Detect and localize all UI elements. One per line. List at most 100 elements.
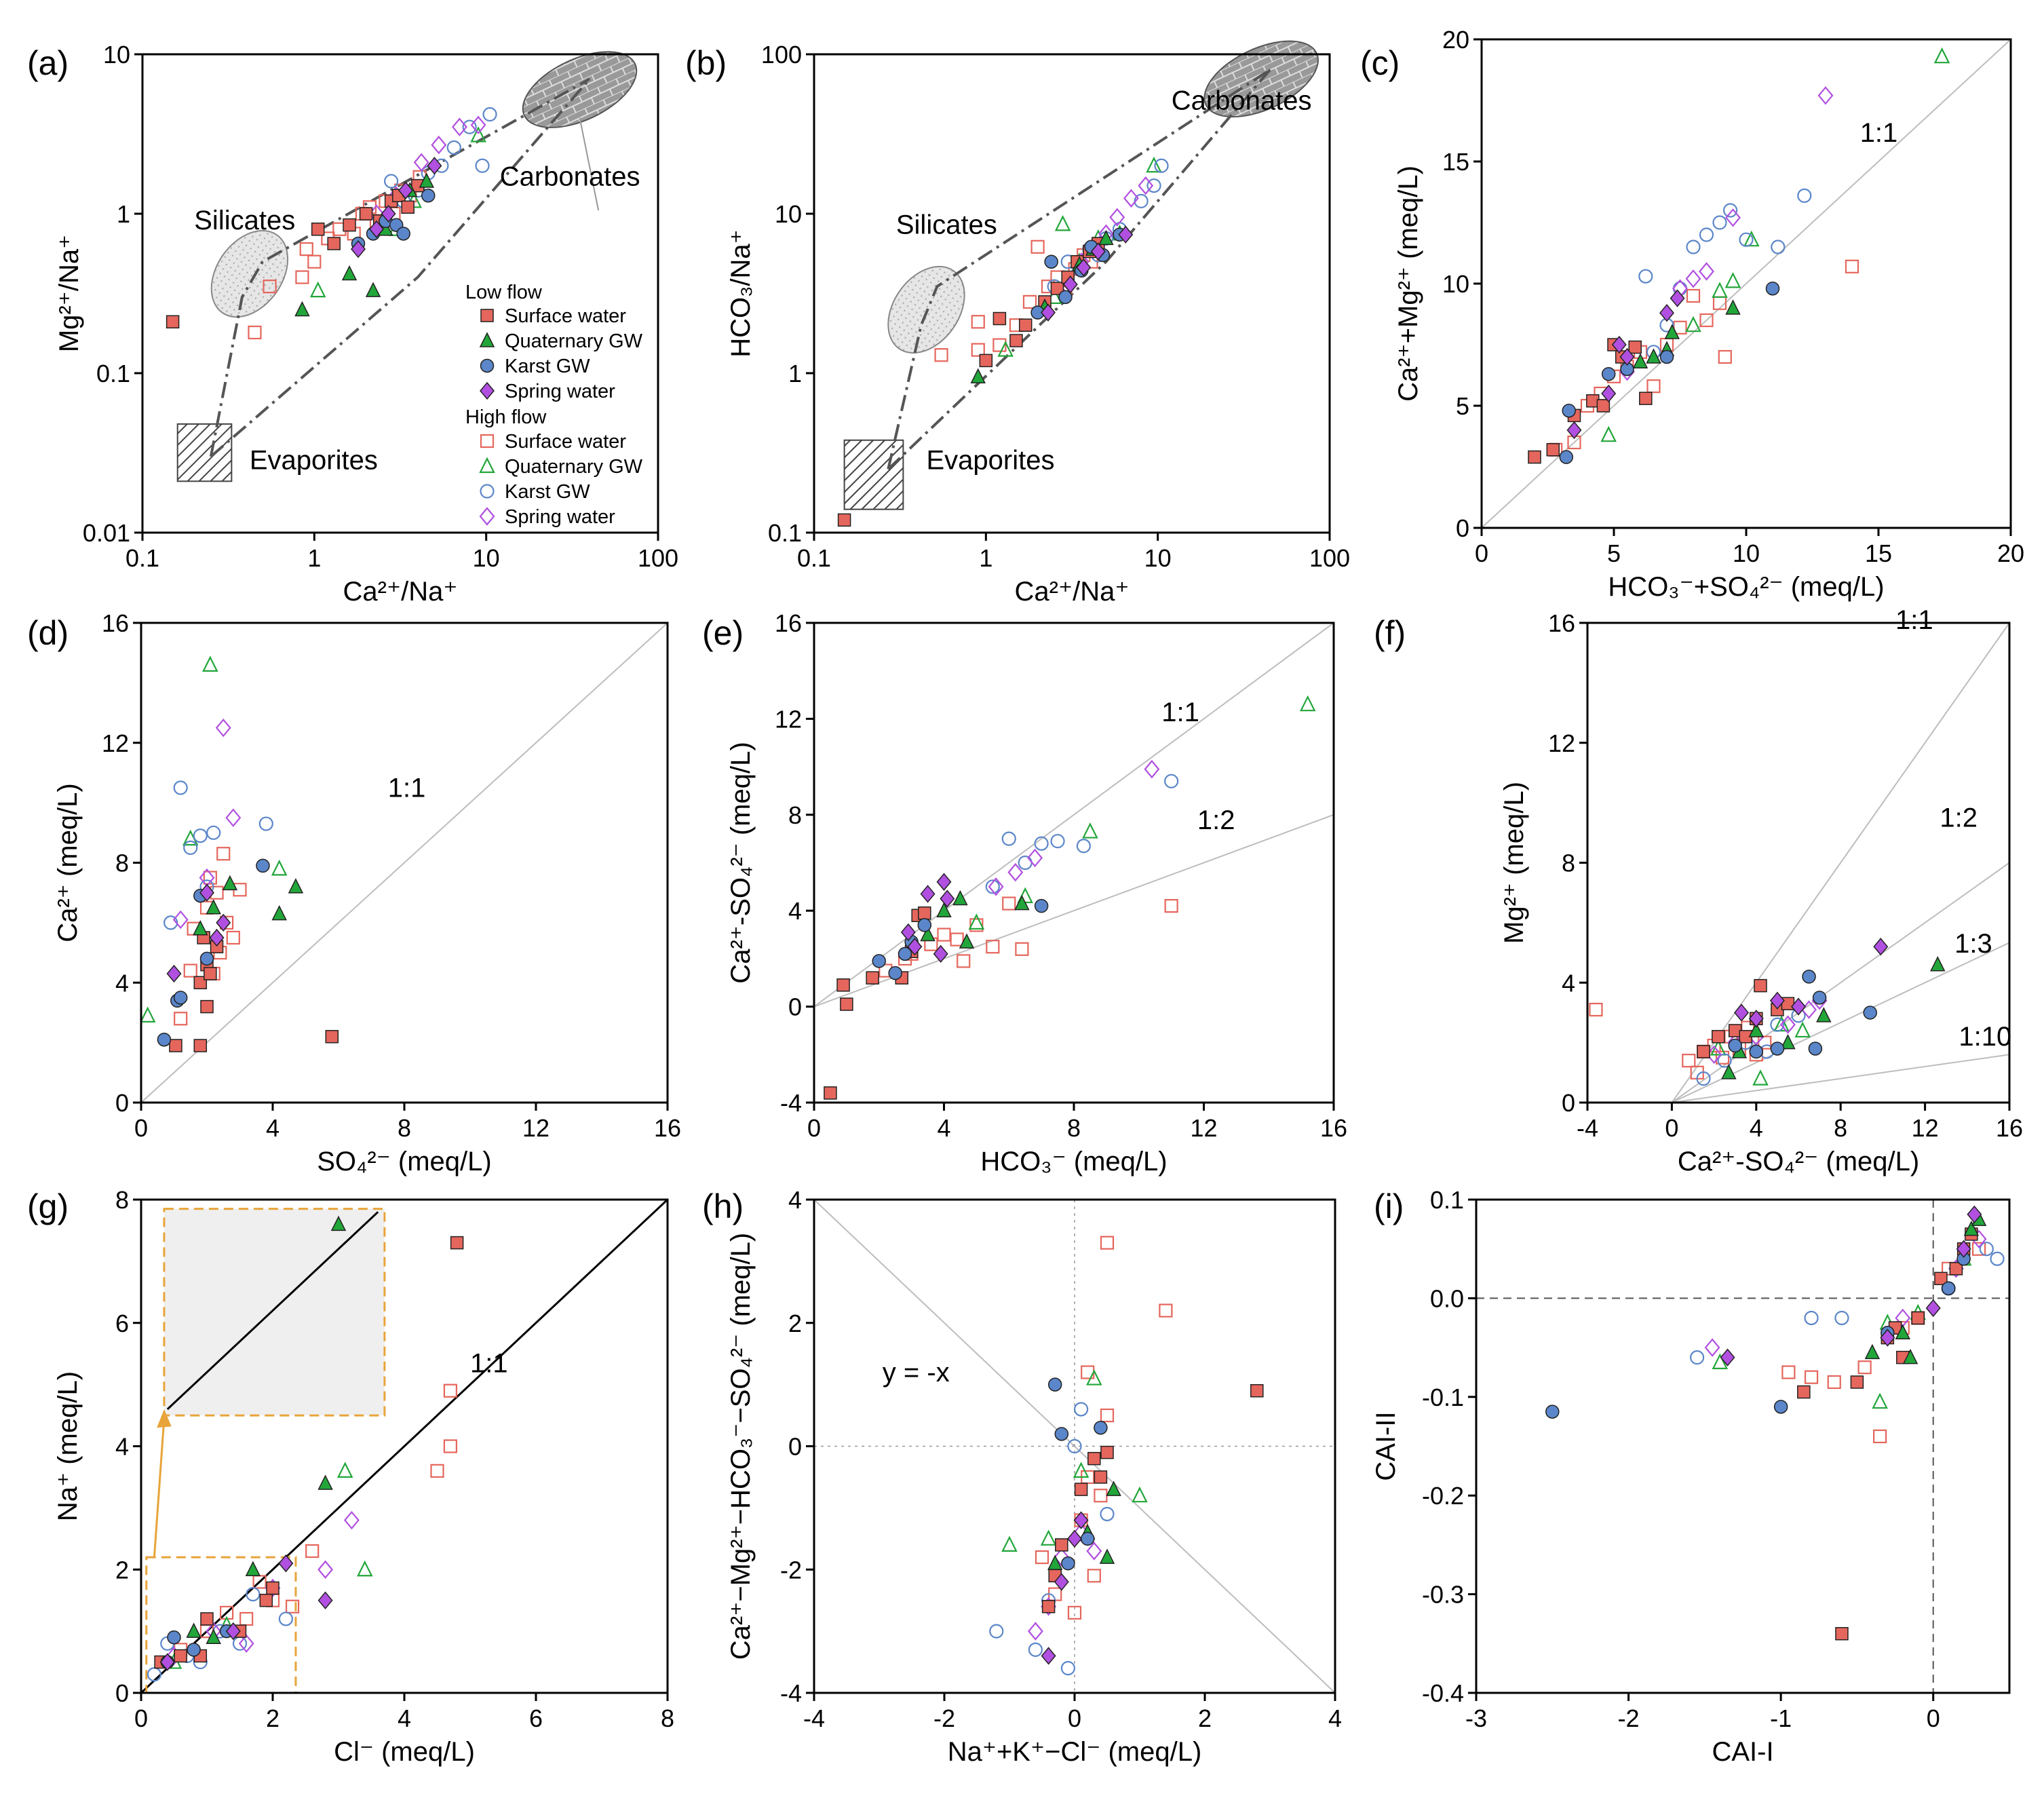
point-low-quaternary [288,878,304,894]
x-tick-label: 4 [1328,1704,1342,1732]
point-low-karst [1812,991,1827,1005]
point-low-spring [1748,1010,1764,1028]
point-low-surface [1250,1383,1264,1398]
legend-label-low-surface: Surface water [505,305,626,327]
point-high-surface [307,254,322,269]
series-high-quaternary [968,695,1316,930]
point-low-surface [266,1581,279,1595]
point-low-spring [427,157,442,175]
annotation-0: 1:1 [470,1348,508,1378]
y-axis-label: Mg²⁺ (meq/L) [1499,782,1529,944]
series-low-surface [824,906,931,1100]
point-high-karst [1690,1350,1705,1365]
y-tick-label: 10 [103,41,130,69]
point-low-spring [1956,1240,1971,1258]
point-low-quaternary [936,902,952,917]
point-high-surface [299,242,313,256]
point-low-surface [1639,391,1653,405]
y-tick-label: 4 [788,1186,802,1214]
plot-frame [813,53,1331,534]
point-high-karst [246,1587,261,1602]
point-high-karst [1723,203,1738,218]
y-tick-label: -4 [780,1679,802,1707]
x-tick-label: 0 [1665,1114,1678,1142]
x-tick-label: 2 [1198,1704,1212,1732]
point-high-quaternary [1132,1486,1148,1503]
point-low-karst [421,188,436,203]
point-low-quaternary [419,172,435,188]
x-tick-label: 16 [1996,1114,2023,1142]
point-low-surface [169,1039,182,1052]
ratio-line-0 [814,623,1334,1008]
point-high-karst [1154,158,1169,173]
point-high-surface [1022,294,1037,309]
y-tick-label: 15 [1442,148,1469,176]
point-high-surface [295,270,309,284]
point-low-surface [1835,1627,1849,1641]
point-high-quaternary [968,913,985,930]
legend-label-high-karst: Karst GW [505,481,590,503]
point-high-surface [1015,942,1029,956]
x-tick-label: 8 [1067,1114,1081,1142]
panel-label: (i) [1374,1187,1404,1225]
point-high-quaternary [1600,425,1617,442]
point-low-spring [936,873,952,891]
inset-ratio-line [166,1211,379,1411]
point-high-karst [1979,1242,1994,1257]
point-low-karst [1601,366,1616,381]
x-axis-label: Na⁺+K⁺−Cl⁻ (meq/L) [948,1737,1202,1767]
point-low-surface [327,237,341,250]
x-tick-label: 8 [1834,1114,1847,1142]
x-tick-label: 0 [134,1704,148,1732]
y-tick-label: -0.3 [1422,1581,1464,1609]
point-low-quaternary [1646,348,1661,364]
point-low-spring [1067,1529,1082,1548]
panel-b: 0.1 1 10 100 0.1 1 10 100 Ca²⁺/Na⁺ HCO₃/Na⁺ (b) Sil… [685,40,1350,607]
point-high-spring [172,910,189,930]
point-high-spring [413,153,429,172]
legend-label-high-spring: Spring water [505,506,615,528]
point-high-surface [174,1012,188,1026]
legend-marker-low-surface [480,309,494,322]
point-low-spring [225,1622,241,1641]
point-low-karst [872,954,886,968]
x-tick-label: -2 [933,1704,955,1732]
point-high-spring [1725,208,1741,227]
point-high-quaternary [1001,1535,1018,1552]
point-high-karst [475,158,490,173]
legend-label-high-surface: Surface water [505,431,626,453]
point-high-karst [1686,240,1701,254]
legend: Low flow High flow Surface water Quaterna… [465,282,643,528]
x-tick-label: 2 [266,1704,279,1732]
point-high-karst [482,107,497,122]
point-low-surface [193,1039,208,1052]
point-high-surface [1845,259,1859,273]
point-low-quaternary [245,1561,261,1576]
point-high-karst [1164,773,1179,788]
point-low-quaternary [193,920,208,936]
series-high-spring [988,759,1160,896]
point-high-spring [1086,1542,1102,1561]
point-low-surface [1949,1262,1963,1276]
legend-label-low-quaternary: Quaternary GW [505,330,643,352]
zoom-inset-box [163,1208,386,1417]
series-high-quaternary [1712,1249,1972,1409]
point-high-spring [1027,1622,1043,1641]
point-low-surface [1050,282,1064,295]
series-low-spring [159,1554,333,1671]
point-low-karst [167,1630,181,1645]
point-high-karst [1990,1251,2005,1266]
point-low-karst [1034,898,1049,913]
panel-i: -3 -2 -1 0 -0.4 -0.3 -0.2 -0.1 0.0 0.1 CAI-I CAI-II… [1371,1186,2011,1767]
point-high-surface [1094,1489,1108,1503]
point-high-karst [1100,1506,1115,1522]
legend-marker-high-spring [479,507,495,526]
point-high-surface [1100,1236,1115,1250]
point-high-surface [957,954,971,968]
y-tick-label: 4 [788,897,802,925]
point-low-surface [401,200,414,214]
point-high-spring [1007,862,1024,882]
point-high-spring [1685,269,1701,288]
point-low-surface [200,1612,214,1626]
